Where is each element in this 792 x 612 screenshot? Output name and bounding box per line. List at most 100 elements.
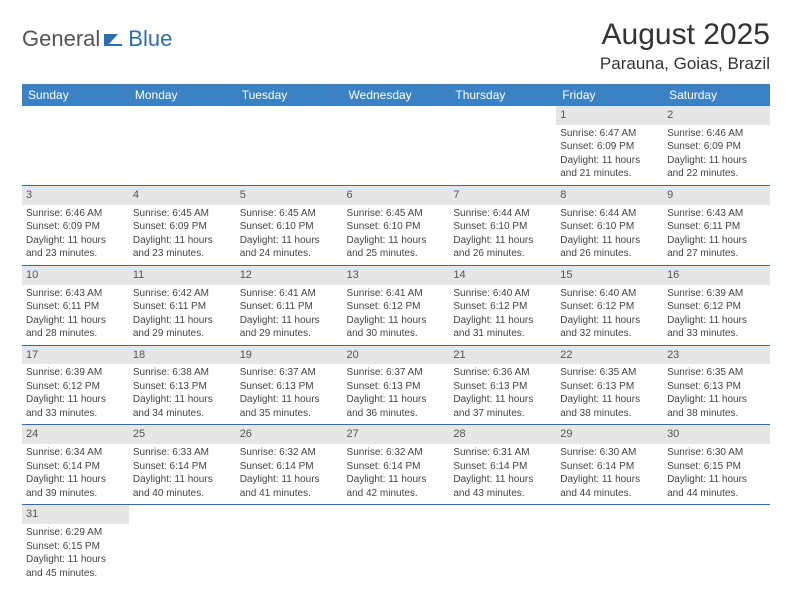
daylight-line: Daylight: 11 hours and 38 minutes.: [667, 393, 766, 420]
day-number: 12: [236, 266, 343, 285]
sunrise-line: Sunrise: 6:45 AM: [240, 207, 339, 221]
daylight-line: Daylight: 11 hours and 36 minutes.: [347, 393, 446, 420]
calendar-week: 3Sunrise: 6:46 AMSunset: 6:09 PMDaylight…: [22, 185, 770, 265]
calendar-cell: [236, 505, 343, 584]
sunrise-line: Sunrise: 6:44 AM: [560, 207, 659, 221]
sunrise-line: Sunrise: 6:37 AM: [240, 366, 339, 380]
day-number: 27: [343, 425, 450, 444]
daylight-line: Daylight: 11 hours and 40 minutes.: [133, 473, 232, 500]
sunrise-line: Sunrise: 6:39 AM: [26, 366, 125, 380]
day-number: 28: [449, 425, 556, 444]
daylight-line: Daylight: 11 hours and 28 minutes.: [26, 314, 125, 341]
sunrise-line: Sunrise: 6:47 AM: [560, 127, 659, 141]
day-header: Tuesday: [236, 84, 343, 106]
sunrise-line: Sunrise: 6:45 AM: [133, 207, 232, 221]
day-number: 2: [663, 106, 770, 125]
sunset-line: Sunset: 6:14 PM: [347, 460, 446, 474]
day-header: Saturday: [663, 84, 770, 106]
sunrise-line: Sunrise: 6:33 AM: [133, 446, 232, 460]
sunset-line: Sunset: 6:14 PM: [133, 460, 232, 474]
day-number: 7: [449, 186, 556, 205]
day-number: 1: [556, 106, 663, 125]
daylight-line: Daylight: 11 hours and 33 minutes.: [667, 314, 766, 341]
daylight-line: Daylight: 11 hours and 45 minutes.: [26, 553, 125, 580]
calendar-week: 24Sunrise: 6:34 AMSunset: 6:14 PMDayligh…: [22, 425, 770, 505]
calendar-week: 1Sunrise: 6:47 AMSunset: 6:09 PMDaylight…: [22, 106, 770, 185]
daylight-line: Daylight: 11 hours and 38 minutes.: [560, 393, 659, 420]
daylight-line: Daylight: 11 hours and 26 minutes.: [560, 234, 659, 261]
sunrise-line: Sunrise: 6:29 AM: [26, 526, 125, 540]
day-number: 24: [22, 425, 129, 444]
daylight-line: Daylight: 11 hours and 29 minutes.: [240, 314, 339, 341]
sunset-line: Sunset: 6:11 PM: [667, 220, 766, 234]
sunset-line: Sunset: 6:12 PM: [26, 380, 125, 394]
sunrise-line: Sunrise: 6:35 AM: [560, 366, 659, 380]
sunset-line: Sunset: 6:15 PM: [667, 460, 766, 474]
day-number: 18: [129, 346, 236, 365]
day-number: 29: [556, 425, 663, 444]
day-number: 26: [236, 425, 343, 444]
calendar-cell: 3Sunrise: 6:46 AMSunset: 6:09 PMDaylight…: [22, 185, 129, 265]
calendar-cell: 22Sunrise: 6:35 AMSunset: 6:13 PMDayligh…: [556, 345, 663, 425]
calendar-cell: 28Sunrise: 6:31 AMSunset: 6:14 PMDayligh…: [449, 425, 556, 505]
sunset-line: Sunset: 6:14 PM: [453, 460, 552, 474]
day-header-row: SundayMondayTuesdayWednesdayThursdayFrid…: [22, 84, 770, 106]
day-number: 22: [556, 346, 663, 365]
calendar-cell: 31 Sunrise: 6:29 AMSunset: 6:15 PMDayligh…: [22, 505, 129, 584]
daylight-line: Daylight: 11 hours and 29 minutes.: [133, 314, 232, 341]
sunset-line: Sunset: 6:13 PM: [133, 380, 232, 394]
calendar-cell: [22, 106, 129, 185]
daylight-line: Daylight: 11 hours and 23 minutes.: [26, 234, 125, 261]
sunset-line: Sunset: 6:13 PM: [347, 380, 446, 394]
daylight-line: Daylight: 11 hours and 30 minutes.: [347, 314, 446, 341]
sunrise-line: Sunrise: 6:44 AM: [453, 207, 552, 221]
sunset-line: Sunset: 6:15 PM: [26, 540, 125, 554]
sunrise-line: Sunrise: 6:37 AM: [347, 366, 446, 380]
calendar-week: 31 Sunrise: 6:29 AMSunset: 6:15 PMDayligh…: [22, 505, 770, 584]
day-number: 30: [663, 425, 770, 444]
day-number: 3: [22, 186, 129, 205]
title-block: August 2025 Parauna, Goias, Brazil: [600, 18, 770, 74]
logo-text-blue: Blue: [128, 26, 172, 52]
sunset-line: Sunset: 6:14 PM: [240, 460, 339, 474]
daylight-line: Daylight: 11 hours and 44 minutes.: [560, 473, 659, 500]
daylight-line: Daylight: 11 hours and 44 minutes.: [667, 473, 766, 500]
calendar-cell: 1Sunrise: 6:47 AMSunset: 6:09 PMDaylight…: [556, 106, 663, 185]
calendar-cell: 24Sunrise: 6:34 AMSunset: 6:14 PMDayligh…: [22, 425, 129, 505]
calendar-cell: 17Sunrise: 6:39 AMSunset: 6:12 PMDayligh…: [22, 345, 129, 425]
sunrise-line: Sunrise: 6:31 AM: [453, 446, 552, 460]
calendar-cell: 29Sunrise: 6:30 AMSunset: 6:14 PMDayligh…: [556, 425, 663, 505]
calendar-cell: 13Sunrise: 6:41 AMSunset: 6:12 PMDayligh…: [343, 265, 450, 345]
day-header: Sunday: [22, 84, 129, 106]
sunrise-line: Sunrise: 6:40 AM: [560, 287, 659, 301]
calendar-cell: [449, 106, 556, 185]
calendar-body: 1Sunrise: 6:47 AMSunset: 6:09 PMDaylight…: [22, 106, 770, 584]
day-number: 15: [556, 266, 663, 285]
sunrise-line: Sunrise: 6:41 AM: [347, 287, 446, 301]
sunset-line: Sunset: 6:12 PM: [560, 300, 659, 314]
calendar-cell: 2Sunrise: 6:46 AMSunset: 6:09 PMDaylight…: [663, 106, 770, 185]
sunset-line: Sunset: 6:13 PM: [667, 380, 766, 394]
daylight-line: Daylight: 11 hours and 26 minutes.: [453, 234, 552, 261]
day-number: 21: [449, 346, 556, 365]
sunrise-line: Sunrise: 6:43 AM: [26, 287, 125, 301]
sunset-line: Sunset: 6:14 PM: [560, 460, 659, 474]
calendar-cell: 25Sunrise: 6:33 AMSunset: 6:14 PMDayligh…: [129, 425, 236, 505]
daylight-line: Daylight: 11 hours and 33 minutes.: [26, 393, 125, 420]
sunrise-line: Sunrise: 6:45 AM: [347, 207, 446, 221]
daylight-line: Daylight: 11 hours and 35 minutes.: [240, 393, 339, 420]
sunset-line: Sunset: 6:09 PM: [26, 220, 125, 234]
calendar-cell: 16Sunrise: 6:39 AMSunset: 6:12 PMDayligh…: [663, 265, 770, 345]
sunrise-line: Sunrise: 6:30 AM: [667, 446, 766, 460]
logo-text-general: General: [22, 26, 100, 52]
daylight-line: Daylight: 11 hours and 39 minutes.: [26, 473, 125, 500]
calendar-cell: 19Sunrise: 6:37 AMSunset: 6:13 PMDayligh…: [236, 345, 343, 425]
sunset-line: Sunset: 6:09 PM: [667, 140, 766, 154]
day-number: 31: [22, 505, 129, 524]
day-number: 19: [236, 346, 343, 365]
calendar-cell: 21Sunrise: 6:36 AMSunset: 6:13 PMDayligh…: [449, 345, 556, 425]
daylight-line: Daylight: 11 hours and 25 minutes.: [347, 234, 446, 261]
day-number: 9: [663, 186, 770, 205]
day-number: 5: [236, 186, 343, 205]
calendar-cell: 12Sunrise: 6:41 AMSunset: 6:11 PMDayligh…: [236, 265, 343, 345]
